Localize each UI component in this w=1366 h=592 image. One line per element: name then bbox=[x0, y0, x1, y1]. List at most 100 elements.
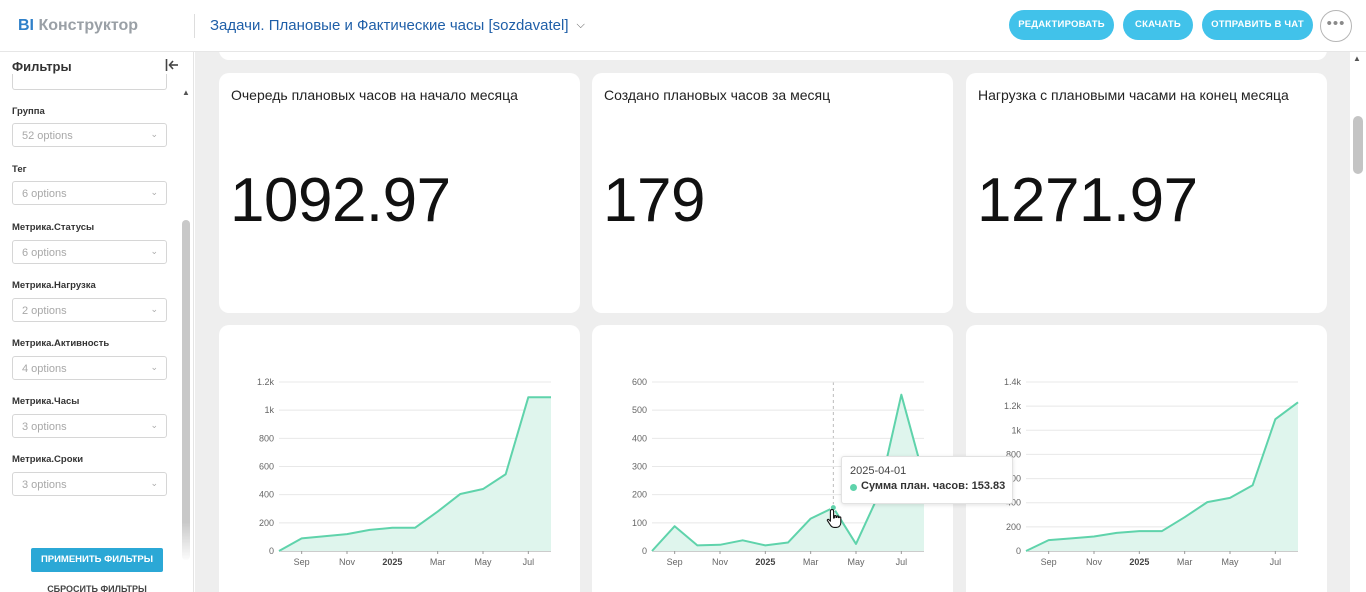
apply-filters-button[interactable]: ПРИМЕНИТЬ ФИЛЬТРЫ bbox=[31, 548, 163, 572]
y-tick-label: 0 bbox=[1016, 546, 1021, 556]
x-tick-label: Jul bbox=[523, 557, 535, 567]
sidebar-scrollbar-thumb[interactable] bbox=[182, 220, 190, 560]
y-tick-label: 100 bbox=[632, 518, 647, 528]
top-bar: BI Конструктор Задачи. Плановые и Фактич… bbox=[0, 0, 1366, 52]
x-tick-label: May bbox=[847, 557, 865, 567]
y-tick-label: 1.2k bbox=[257, 377, 275, 387]
filters-title: Фильтры bbox=[12, 59, 72, 74]
filter-select-group[interactable]: 52 options ⌄ bbox=[12, 123, 167, 147]
more-options-button[interactable]: ••• bbox=[1320, 10, 1352, 42]
y-tick-label: 400 bbox=[632, 433, 647, 443]
x-tick-label: Sep bbox=[667, 557, 683, 567]
kpi-value: 179 bbox=[603, 166, 705, 235]
kpi-value: 1092.97 bbox=[230, 166, 451, 235]
select-placeholder: 4 options bbox=[22, 363, 67, 375]
chevron-down-icon: ⌄ bbox=[150, 304, 158, 314]
filter-label-load: Метрика.Нагрузка bbox=[12, 280, 96, 291]
series-line bbox=[278, 396, 551, 552]
series-dot-icon bbox=[850, 484, 857, 491]
scroll-up-arrow-icon[interactable]: ▲ bbox=[182, 88, 190, 97]
main-scrollbar-track[interactable] bbox=[1350, 52, 1366, 592]
select-placeholder: 6 options bbox=[22, 247, 67, 259]
chart-tooltip: 2025-04-01 Сумма план. часов: 153.83 bbox=[841, 456, 1013, 504]
filter-select-deadlines[interactable]: 3 options ⌄ bbox=[12, 472, 167, 496]
filter-label-deadlines: Метрика.Сроки bbox=[12, 454, 84, 465]
y-tick-label: 200 bbox=[259, 518, 274, 528]
filter-label-group: Группа bbox=[12, 106, 45, 117]
y-tick-label: 0 bbox=[642, 546, 647, 556]
dashboard-canvas: Очередь плановых часов на начало месяца … bbox=[195, 52, 1350, 592]
edit-button[interactable]: РЕДАКТИРОВАТЬ bbox=[1009, 10, 1114, 40]
x-tick-label: May bbox=[474, 557, 492, 567]
filter-select-hours[interactable]: 3 options ⌄ bbox=[12, 414, 167, 438]
x-tick-label: Nov bbox=[339, 557, 356, 567]
y-tick-label: 1.2k bbox=[1004, 401, 1022, 411]
series-area bbox=[652, 394, 924, 551]
download-button[interactable]: СКАЧАТЬ bbox=[1123, 10, 1193, 40]
select-placeholder: 6 options bbox=[22, 188, 67, 200]
filter-select-activity[interactable]: 4 options ⌄ bbox=[12, 356, 167, 380]
main-scrollbar-thumb[interactable] bbox=[1353, 116, 1363, 174]
kpi-value: 1271.97 bbox=[977, 166, 1198, 235]
y-tick-label: 600 bbox=[259, 462, 274, 472]
chevron-down-icon: ⌄ bbox=[150, 129, 158, 139]
load-area-chart[interactable]: 0 200 400 600 800 1k 1.2k 1.4k Sep Nov 2025 Mar May J… bbox=[966, 325, 1327, 592]
kpi-title: Создано плановых часов за месяц bbox=[604, 87, 831, 103]
tooltip-series-value: 153.83 bbox=[971, 480, 1006, 492]
y-tick-label: 0 bbox=[269, 546, 274, 556]
kpi-title: Очередь плановых часов на начало месяца bbox=[231, 87, 518, 103]
y-tick-label: 400 bbox=[259, 490, 274, 500]
kpi-card-queue: Очередь плановых часов на начало месяца … bbox=[219, 73, 580, 313]
chevron-down-icon[interactable]: ⌵ bbox=[576, 19, 585, 31]
tooltip-date: 2025-04-01 bbox=[850, 465, 907, 477]
y-tick-label: 200 bbox=[632, 490, 647, 500]
tooltip-series-name: Сумма план. часов bbox=[861, 480, 965, 492]
x-tick-label: Nov bbox=[1086, 557, 1103, 567]
y-tick-label: 800 bbox=[1006, 449, 1021, 459]
collapse-sidebar-icon[interactable] bbox=[164, 57, 180, 73]
x-tick-label: 2025 bbox=[755, 557, 775, 567]
scroll-up-arrow-icon[interactable]: ▲ bbox=[1353, 54, 1361, 63]
x-tick-label: Mar bbox=[1177, 557, 1193, 567]
x-tick-label: Mar bbox=[430, 557, 446, 567]
previous-filter-select[interactable] bbox=[12, 74, 167, 90]
select-placeholder: 52 options bbox=[22, 130, 73, 142]
reset-filters-button[interactable]: СБРОСИТЬ ФИЛЬТРЫ bbox=[47, 584, 147, 592]
logo-text: Конструктор bbox=[34, 17, 139, 34]
chevron-down-icon: ⌄ bbox=[150, 478, 158, 488]
tooltip-value: Сумма план. часов: 153.83 bbox=[861, 480, 1006, 492]
filter-label-statuses: Метрика.Статусы bbox=[12, 222, 95, 233]
filter-select-load[interactable]: 2 options ⌄ bbox=[12, 298, 167, 322]
chevron-down-icon: ⌄ bbox=[150, 362, 158, 372]
x-tick-label: Sep bbox=[294, 557, 310, 567]
series-area bbox=[1026, 402, 1298, 551]
x-tick-label: Sep bbox=[1041, 557, 1057, 567]
divider bbox=[194, 14, 195, 38]
logo-bi-text: BI bbox=[18, 17, 34, 34]
chevron-down-icon: ⌄ bbox=[150, 246, 158, 256]
chevron-down-icon: ⌄ bbox=[150, 420, 158, 430]
x-tick-label: Jul bbox=[1270, 557, 1282, 567]
series-area bbox=[279, 397, 551, 551]
send-to-chat-button[interactable]: ОТПРАВИТЬ В ЧАТ bbox=[1202, 10, 1313, 40]
queue-area-chart[interactable]: 0 200 400 600 800 1k 1.2k Sep Nov 2025 Mar May Jul bbox=[219, 325, 580, 592]
filter-select-statuses[interactable]: 6 options ⌄ bbox=[12, 240, 167, 264]
y-tick-label: 1k bbox=[1011, 425, 1021, 435]
chart-card-load: 0 200 400 600 800 1k 1.2k 1.4k Sep Nov 2025 Mar May J… bbox=[966, 325, 1327, 592]
select-placeholder: 2 options bbox=[22, 305, 67, 317]
chart-card-queue: 0 200 400 600 800 1k 1.2k Sep Nov 2025 Mar May Jul bbox=[219, 325, 580, 592]
x-tick-label: 2025 bbox=[382, 557, 402, 567]
app-logo[interactable]: BI Конструктор bbox=[18, 17, 138, 35]
kpi-card-created: Создано плановых часов за месяц 179 bbox=[592, 73, 953, 313]
x-tick-label: 2025 bbox=[1129, 557, 1149, 567]
kpi-title: Нагрузка с плановыми часами на конец мес… bbox=[978, 87, 1289, 103]
filter-label-hours: Метрика.Часы bbox=[12, 396, 80, 407]
filter-select-tag[interactable]: 6 options ⌄ bbox=[12, 181, 167, 205]
y-tick-label: 500 bbox=[632, 405, 647, 415]
y-tick-label: 1k bbox=[264, 405, 274, 415]
kpi-card-load: Нагрузка с плановыми часами на конец мес… bbox=[966, 73, 1327, 313]
filters-sidebar: Фильтры ▲ Группа 52 options ⌄ Тег 6 optio… bbox=[0, 52, 194, 592]
filter-label-tag: Тег bbox=[12, 164, 27, 175]
filter-label-activity: Метрика.Активность bbox=[12, 338, 110, 349]
dashboard-title[interactable]: Задачи. Плановые и Фактические часы [soz… bbox=[210, 17, 585, 34]
